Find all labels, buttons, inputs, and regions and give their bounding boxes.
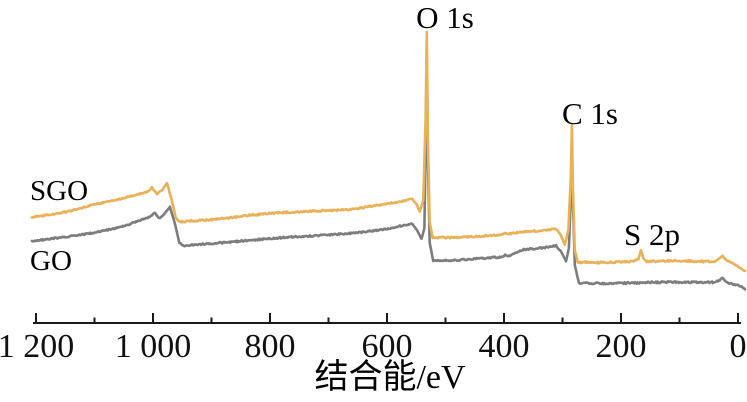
peak-label-c1s: C 1s xyxy=(562,96,618,131)
x-tick-label: 200 xyxy=(596,328,647,365)
series-line-go xyxy=(30,53,747,291)
series-label-go: GO xyxy=(30,245,72,277)
series-line-sgo xyxy=(30,30,747,273)
peak-label-o1s: O 1s xyxy=(416,0,474,35)
x-tick-label: 800 xyxy=(245,328,296,365)
x-tick-label: 0 xyxy=(730,328,747,365)
x-tick-label: 1 200 xyxy=(0,328,74,365)
series-label-sgo: SGO xyxy=(30,175,89,207)
peak-label-s2p: S 2p xyxy=(624,217,680,252)
x-axis-title: 结合能/eV xyxy=(314,359,466,396)
x-tick-label: 600 xyxy=(362,328,413,365)
x-tick-label: 1 000 xyxy=(115,328,192,365)
x-tick-label: 400 xyxy=(479,328,530,365)
